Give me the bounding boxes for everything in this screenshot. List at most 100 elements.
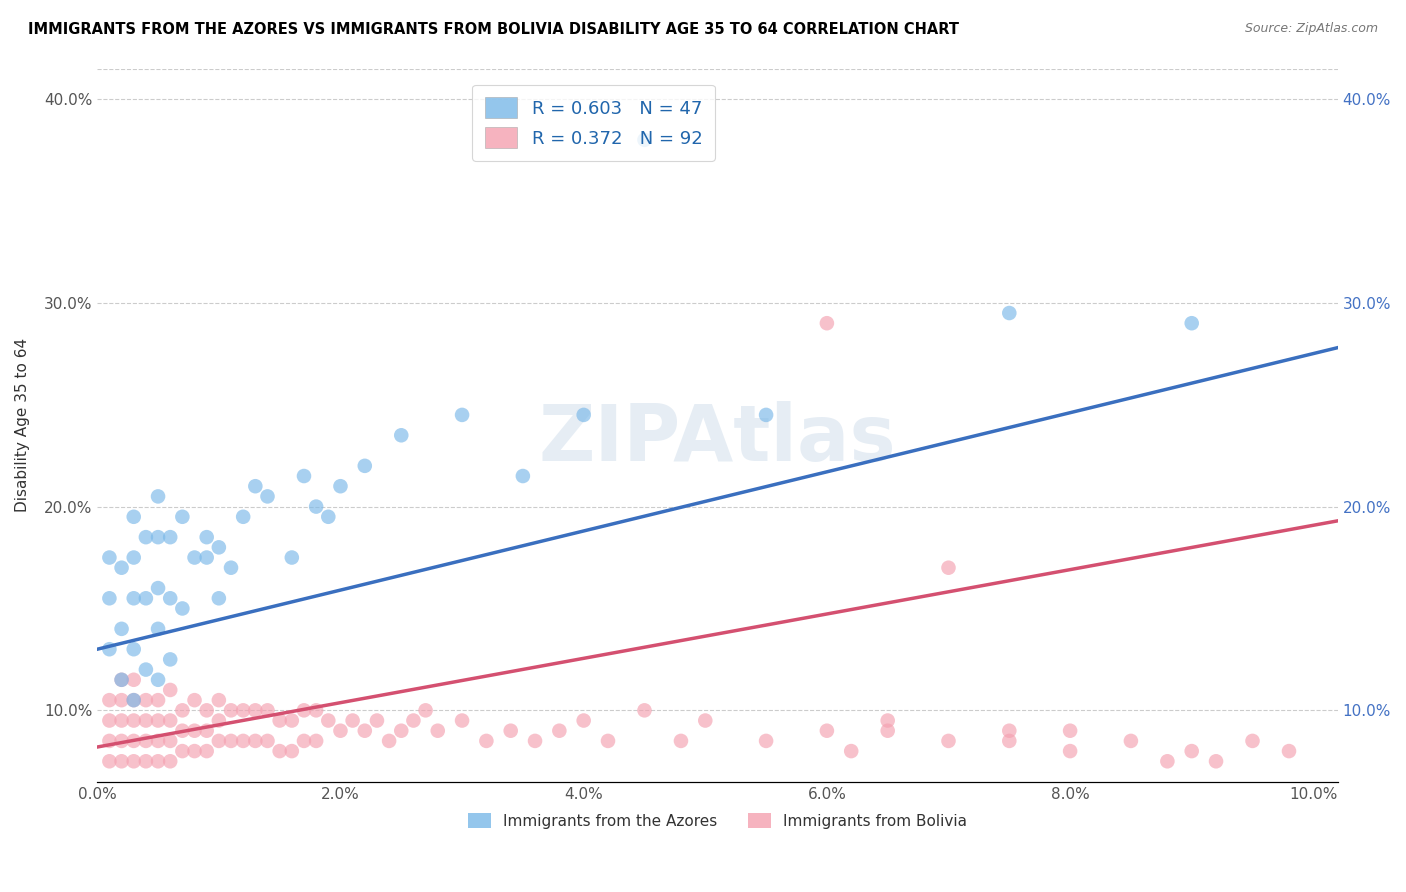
Point xyxy=(172,601,194,615)
Point xyxy=(232,734,254,748)
Point xyxy=(415,703,437,717)
Point xyxy=(195,530,218,544)
Point xyxy=(572,408,595,422)
Point xyxy=(451,408,474,422)
Point xyxy=(292,703,315,717)
Point xyxy=(755,408,778,422)
Point xyxy=(122,693,145,707)
Point xyxy=(135,693,157,707)
Point xyxy=(548,723,571,738)
Point xyxy=(146,530,169,544)
Point xyxy=(366,714,388,728)
Point xyxy=(208,734,231,748)
Point xyxy=(146,490,169,504)
Point xyxy=(353,458,375,473)
Point xyxy=(110,673,132,687)
Point xyxy=(98,734,121,748)
Point xyxy=(98,714,121,728)
Point xyxy=(938,560,960,574)
Point xyxy=(98,754,121,768)
Point xyxy=(839,744,862,758)
Point xyxy=(146,714,169,728)
Point xyxy=(256,703,278,717)
Point xyxy=(402,714,425,728)
Point xyxy=(195,723,218,738)
Point xyxy=(219,734,242,748)
Point xyxy=(938,734,960,748)
Point xyxy=(876,714,898,728)
Point xyxy=(318,509,340,524)
Point xyxy=(122,673,145,687)
Point xyxy=(208,591,231,606)
Point xyxy=(269,744,291,758)
Point xyxy=(755,734,778,748)
Point xyxy=(98,642,121,657)
Point xyxy=(122,550,145,565)
Point xyxy=(159,754,181,768)
Point xyxy=(110,734,132,748)
Point xyxy=(998,306,1021,320)
Point xyxy=(269,714,291,728)
Point xyxy=(122,509,145,524)
Point xyxy=(305,500,328,514)
Point xyxy=(146,673,169,687)
Point xyxy=(135,734,157,748)
Point xyxy=(183,744,205,758)
Point xyxy=(305,703,328,717)
Text: IMMIGRANTS FROM THE AZORES VS IMMIGRANTS FROM BOLIVIA DISABILITY AGE 35 TO 64 CO: IMMIGRANTS FROM THE AZORES VS IMMIGRANTS… xyxy=(28,22,959,37)
Point xyxy=(815,316,838,330)
Text: ZIPAtlas: ZIPAtlas xyxy=(538,401,896,477)
Point xyxy=(219,703,242,717)
Point xyxy=(110,673,132,687)
Point xyxy=(572,714,595,728)
Point xyxy=(135,663,157,677)
Point xyxy=(232,703,254,717)
Point xyxy=(159,591,181,606)
Point xyxy=(815,723,838,738)
Point xyxy=(135,591,157,606)
Point xyxy=(172,509,194,524)
Point xyxy=(451,714,474,728)
Point xyxy=(135,530,157,544)
Point xyxy=(110,754,132,768)
Point xyxy=(195,550,218,565)
Legend: Immigrants from the Azores, Immigrants from Bolivia: Immigrants from the Azores, Immigrants f… xyxy=(461,806,973,835)
Point xyxy=(135,714,157,728)
Point xyxy=(512,469,534,483)
Point xyxy=(122,591,145,606)
Point xyxy=(146,734,169,748)
Point xyxy=(342,714,364,728)
Point xyxy=(1059,744,1081,758)
Point xyxy=(389,428,412,442)
Point xyxy=(1156,754,1178,768)
Point xyxy=(146,693,169,707)
Point xyxy=(159,683,181,698)
Point xyxy=(110,693,132,707)
Point xyxy=(292,734,315,748)
Point xyxy=(146,622,169,636)
Point xyxy=(353,723,375,738)
Point xyxy=(98,591,121,606)
Point xyxy=(172,723,194,738)
Point xyxy=(183,723,205,738)
Point xyxy=(695,714,717,728)
Point xyxy=(146,754,169,768)
Point xyxy=(183,550,205,565)
Point xyxy=(1119,734,1142,748)
Point xyxy=(1278,744,1301,758)
Point xyxy=(378,734,401,748)
Point xyxy=(318,714,340,728)
Point xyxy=(292,469,315,483)
Point xyxy=(208,693,231,707)
Point xyxy=(219,560,242,574)
Point xyxy=(146,581,169,595)
Point xyxy=(110,560,132,574)
Point xyxy=(329,479,352,493)
Point xyxy=(669,734,692,748)
Point xyxy=(122,734,145,748)
Point xyxy=(426,723,449,738)
Point xyxy=(110,714,132,728)
Point xyxy=(122,642,145,657)
Point xyxy=(159,734,181,748)
Point xyxy=(876,723,898,738)
